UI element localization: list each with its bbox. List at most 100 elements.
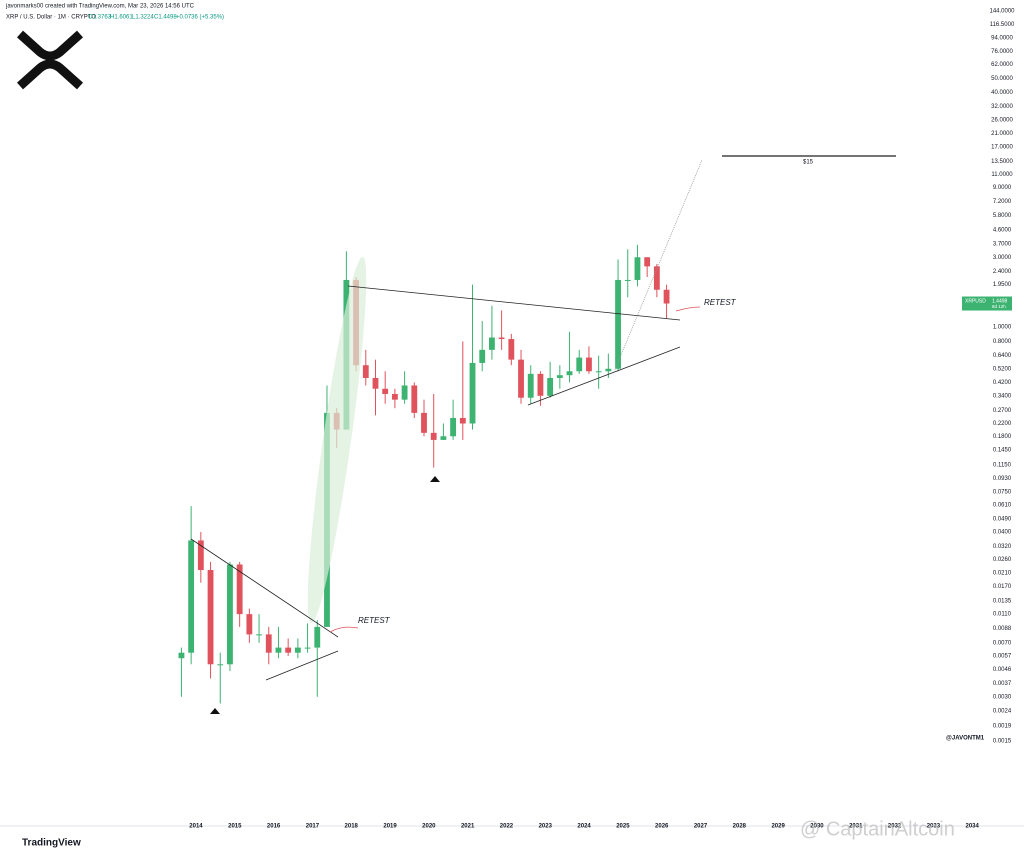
candle-body bbox=[556, 375, 563, 378]
y-tick-label: 0.1450 bbox=[993, 448, 1012, 454]
y-tick-label: 50.0000 bbox=[991, 76, 1013, 82]
candle-body bbox=[207, 570, 214, 665]
credit: javonmarks00 created with TradingView.co… bbox=[5, 4, 195, 10]
candle-body bbox=[314, 626, 321, 648]
x-tick-label: 2025 bbox=[616, 824, 630, 830]
y-tick-label: 0.0030 bbox=[993, 694, 1012, 700]
candle-body bbox=[362, 365, 369, 378]
y-tick-label: 0.5200 bbox=[993, 366, 1012, 372]
candle-body bbox=[391, 393, 398, 400]
logo bbox=[16, 30, 84, 90]
candle-body bbox=[653, 266, 660, 290]
retest-label: RETEST bbox=[358, 616, 391, 625]
x-tick-label: 2020 bbox=[422, 824, 436, 830]
candle-body bbox=[285, 647, 292, 653]
candle-body bbox=[489, 337, 495, 350]
price-countdown: 8d 12h bbox=[992, 304, 1006, 309]
candle-body bbox=[236, 564, 243, 615]
x-tick-label: 2019 bbox=[383, 824, 397, 830]
y-tick-label: 0.0070 bbox=[993, 640, 1012, 646]
candle-body bbox=[178, 652, 185, 659]
ohlc-open: O1.3763 bbox=[88, 15, 112, 21]
candle-body bbox=[566, 371, 573, 376]
y-tick-label: 0.0320 bbox=[993, 544, 1012, 550]
y-tick-label: 0.8000 bbox=[993, 339, 1012, 345]
watermark: @ CaptainAltcoin bbox=[800, 818, 955, 840]
x-tick-label: 2030 bbox=[810, 824, 824, 830]
candle-body bbox=[547, 377, 554, 396]
y-tick-label: 17.0000 bbox=[991, 144, 1013, 150]
x-tick-label: 2021 bbox=[461, 824, 475, 830]
candle-body bbox=[518, 359, 524, 398]
y-tick-label: 0.0490 bbox=[993, 517, 1012, 523]
x-tick-label: 2034 bbox=[966, 824, 980, 830]
y-tick-label: 0.2200 bbox=[993, 421, 1012, 427]
candle-body bbox=[197, 540, 204, 571]
y-tick-label: 0.0037 bbox=[993, 681, 1012, 687]
candle-body bbox=[450, 417, 457, 437]
y-tick-label: 32.0000 bbox=[991, 104, 1013, 110]
candle-body bbox=[217, 664, 224, 666]
y-tick-label: 94.0000 bbox=[991, 36, 1013, 42]
candle-body bbox=[459, 417, 466, 424]
x-tick-label: 2027 bbox=[694, 824, 708, 830]
y-tick-label: 3.0000 bbox=[993, 255, 1012, 261]
x-tick-label: 2032 bbox=[888, 824, 902, 830]
y-tick-label: 40.0000 bbox=[991, 90, 1013, 96]
y-tick-label: 0.0750 bbox=[993, 490, 1012, 496]
y-tick-label: 0.0210 bbox=[993, 571, 1012, 577]
y-tick-label: 76.0000 bbox=[991, 49, 1013, 55]
y-tick-label: 4.6000 bbox=[993, 228, 1012, 234]
y-tick-label: 7.2000 bbox=[993, 199, 1012, 205]
y-tick-label: 0.0015 bbox=[993, 738, 1012, 744]
x-tick-label: 2024 bbox=[577, 824, 591, 830]
candle-body bbox=[663, 289, 670, 304]
candle-body bbox=[440, 436, 447, 440]
y-tick-label: 0.1800 bbox=[993, 434, 1012, 440]
candle-body bbox=[275, 647, 282, 653]
y-tick-label: 0.0057 bbox=[993, 654, 1012, 660]
candle-body bbox=[605, 368, 612, 372]
y-tick-label: 13.5000 bbox=[991, 159, 1013, 165]
y-tick-label: 0.0260 bbox=[993, 557, 1012, 563]
handle: @JAVONTM1 bbox=[946, 736, 985, 742]
x-tick-label: 2018 bbox=[345, 824, 359, 830]
candle-body bbox=[595, 371, 602, 373]
price-tag bbox=[962, 296, 1012, 311]
candle-body bbox=[508, 339, 515, 360]
candle-body bbox=[372, 377, 379, 389]
y-tick-label: 0.3400 bbox=[993, 393, 1012, 399]
y-tick-label: 0.0170 bbox=[993, 584, 1012, 590]
candle-body bbox=[624, 279, 631, 281]
y-tick-label: 3.7000 bbox=[993, 241, 1012, 247]
ohlc-low: L1.3224 bbox=[132, 15, 154, 21]
y-tick-label: 0.0110 bbox=[993, 612, 1012, 618]
candle-body bbox=[469, 362, 476, 424]
y-tick-label: 0.0930 bbox=[993, 476, 1012, 482]
price-symbol: XRPUSD bbox=[965, 298, 986, 304]
y-tick-label: 26.0000 bbox=[991, 117, 1013, 123]
candle-body bbox=[498, 337, 505, 340]
candle-body bbox=[527, 373, 534, 398]
ohlc-change: +0.0736 (+5.35%) bbox=[176, 15, 224, 21]
y-tick-label: 1.0000 bbox=[993, 325, 1012, 331]
candle-body bbox=[615, 279, 621, 369]
y-tick-label: 0.0024 bbox=[993, 709, 1012, 715]
candle-body bbox=[537, 373, 544, 396]
candle-body bbox=[421, 412, 427, 433]
x-tick-label: 2028 bbox=[733, 824, 747, 830]
y-tick-label: 0.2700 bbox=[993, 408, 1012, 414]
y-tick-label: 0.6400 bbox=[993, 353, 1012, 359]
x-tick-label: 2023 bbox=[539, 824, 553, 830]
low-marker bbox=[210, 708, 220, 714]
x-tick-label: 2031 bbox=[849, 824, 863, 830]
y-tick-label: 0.0610 bbox=[993, 503, 1012, 509]
candle-body bbox=[227, 564, 233, 665]
x-tick-label: 2033 bbox=[927, 824, 941, 830]
candle-body bbox=[411, 385, 418, 413]
ohlc-close: C1.4498 bbox=[154, 15, 177, 21]
y-tick-label: 2.4000 bbox=[993, 269, 1012, 275]
